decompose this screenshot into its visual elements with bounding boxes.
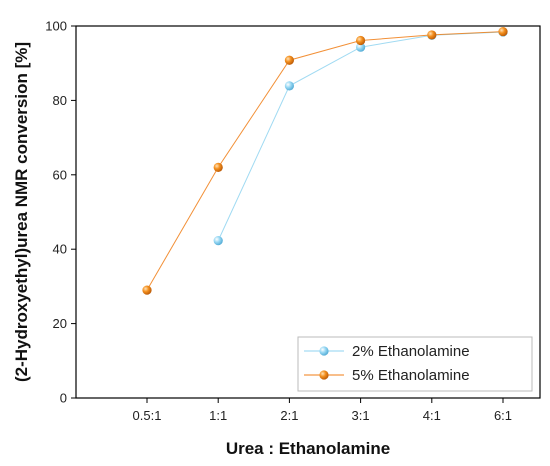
data-point xyxy=(498,26,508,37)
data-point xyxy=(284,55,294,65)
data-point xyxy=(142,285,152,295)
x-tick-label: 6:1 xyxy=(494,408,512,423)
data-point xyxy=(356,35,366,46)
legend-box xyxy=(297,336,533,392)
x-tick-label: 2:1 xyxy=(280,408,298,423)
legend-marker xyxy=(319,370,329,380)
x-axis-title: Urea : Ethanolamine xyxy=(226,439,390,458)
plot-frame xyxy=(75,25,541,399)
data-point xyxy=(213,236,223,246)
y-tick-label: 100 xyxy=(45,19,67,34)
y-axis: 0 20 40 60 80 100 xyxy=(45,19,76,406)
y-tick-label: 80 xyxy=(53,93,67,108)
y-tick-label: 20 xyxy=(53,316,67,331)
data-point xyxy=(213,162,223,172)
x-axis: 0.5:1 1:1 2:1 3:1 4:1 6:1 xyxy=(133,398,512,423)
y-tick-label: 0 xyxy=(60,391,67,406)
plot-series xyxy=(142,26,508,295)
data-point xyxy=(284,81,294,91)
series-line xyxy=(217,31,504,241)
x-tick-label: 1:1 xyxy=(209,408,227,423)
series-line xyxy=(146,31,504,291)
legend-label: 2% Ethanolamine xyxy=(352,343,470,360)
x-tick-label: 0.5:1 xyxy=(133,408,162,423)
legend-label: 5% Ethanolamine xyxy=(352,367,470,384)
y-axis-title: (2-Hydroxyethyl)urea NMR conversion [%] xyxy=(12,42,31,382)
legend: 2% Ethanolamine 5% Ethanolamine xyxy=(297,336,533,392)
x-tick-label: 4:1 xyxy=(423,408,441,423)
y-tick-label: 60 xyxy=(53,167,67,182)
legend-marker xyxy=(319,346,329,356)
data-point xyxy=(356,42,366,52)
x-tick-label: 3:1 xyxy=(352,408,370,423)
data-point xyxy=(427,30,437,40)
y-tick-label: 40 xyxy=(53,242,67,257)
